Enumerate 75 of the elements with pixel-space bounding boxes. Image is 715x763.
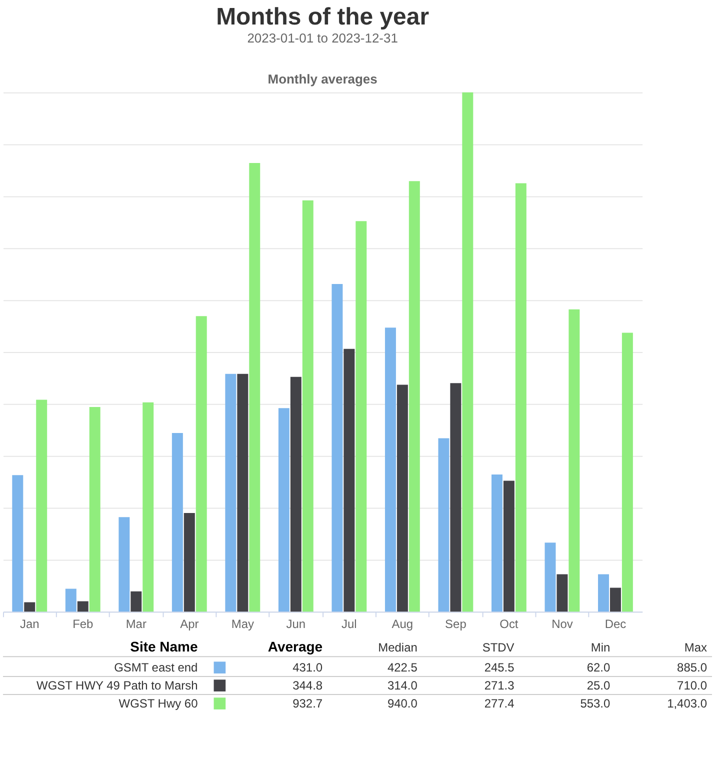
bar xyxy=(544,542,556,612)
text: 422.5 xyxy=(387,660,418,675)
x-tick-label: Nov xyxy=(552,617,573,632)
bar xyxy=(503,480,514,612)
text: 710.0 xyxy=(677,678,708,693)
x-tick-label: Aug xyxy=(392,617,414,632)
legend-label: WGST Hwy 60 xyxy=(118,696,198,711)
text: Median xyxy=(378,640,418,655)
text: 277.4 xyxy=(484,696,515,711)
bar xyxy=(491,474,502,612)
x-tick-label: Mar xyxy=(126,617,146,632)
bar xyxy=(568,309,580,612)
x-tick-label: Sep xyxy=(445,617,467,632)
bar xyxy=(450,383,462,612)
text: STDV xyxy=(482,640,514,655)
text: 932.7 xyxy=(292,696,323,711)
text: 940.0 xyxy=(387,696,418,711)
text: Max xyxy=(684,640,708,655)
x-tick-label: Jul xyxy=(342,617,357,632)
x-tick-label: Dec xyxy=(604,617,626,632)
text: 344.8 xyxy=(292,678,323,693)
bar xyxy=(118,517,130,612)
bar xyxy=(12,475,24,612)
bar xyxy=(515,183,526,612)
x-tick-label: May xyxy=(231,617,254,632)
bar xyxy=(598,574,609,612)
chart-subtitle: 2023-01-01 to 2023-12-31 xyxy=(247,30,398,46)
bar xyxy=(130,591,142,612)
bar xyxy=(65,588,76,612)
bar xyxy=(249,162,260,612)
bar xyxy=(89,407,100,612)
bar xyxy=(142,402,154,612)
bar xyxy=(332,284,343,612)
bar xyxy=(302,200,314,612)
legend-label: WGST HWY 49 Path to Marsh xyxy=(36,678,198,693)
bar xyxy=(384,328,396,612)
x-tick-label: Feb xyxy=(72,617,94,632)
text: 1,403.0 xyxy=(667,696,708,711)
bar xyxy=(184,512,195,612)
bar xyxy=(344,348,355,612)
text: Min xyxy=(590,640,610,655)
bar xyxy=(290,376,302,612)
x-tick-label: Jun xyxy=(286,617,306,632)
x-tick-label: Oct xyxy=(500,617,519,632)
bar xyxy=(438,438,450,612)
bar xyxy=(24,602,36,612)
text: Average xyxy=(268,638,323,655)
text: Site Name xyxy=(130,638,198,655)
bar xyxy=(622,332,633,612)
bar xyxy=(356,221,367,612)
text: 25.0 xyxy=(586,678,610,693)
text: 245.5 xyxy=(484,660,515,675)
text: 431.0 xyxy=(292,660,323,675)
chart-title: Months of the year xyxy=(216,3,430,30)
bar xyxy=(408,181,420,612)
bar xyxy=(172,433,183,612)
text: 271.3 xyxy=(484,678,515,693)
bar xyxy=(396,384,408,612)
bar xyxy=(196,316,207,612)
legend-label: GSMT east end xyxy=(114,660,198,675)
bar xyxy=(225,374,236,612)
text: 553.0 xyxy=(580,696,610,711)
bar xyxy=(610,588,621,612)
bar xyxy=(237,374,248,612)
bar xyxy=(77,601,88,612)
x-tick-label: Jan xyxy=(20,617,40,632)
bar xyxy=(462,92,474,612)
x-tick-label: Apr xyxy=(180,617,199,632)
text: 314.0 xyxy=(387,678,418,693)
text: 885.0 xyxy=(677,660,708,675)
bar xyxy=(556,574,568,612)
text: Monthly averages xyxy=(268,71,378,86)
bar xyxy=(36,400,48,612)
bar xyxy=(278,408,290,612)
text: 62.0 xyxy=(586,660,610,675)
